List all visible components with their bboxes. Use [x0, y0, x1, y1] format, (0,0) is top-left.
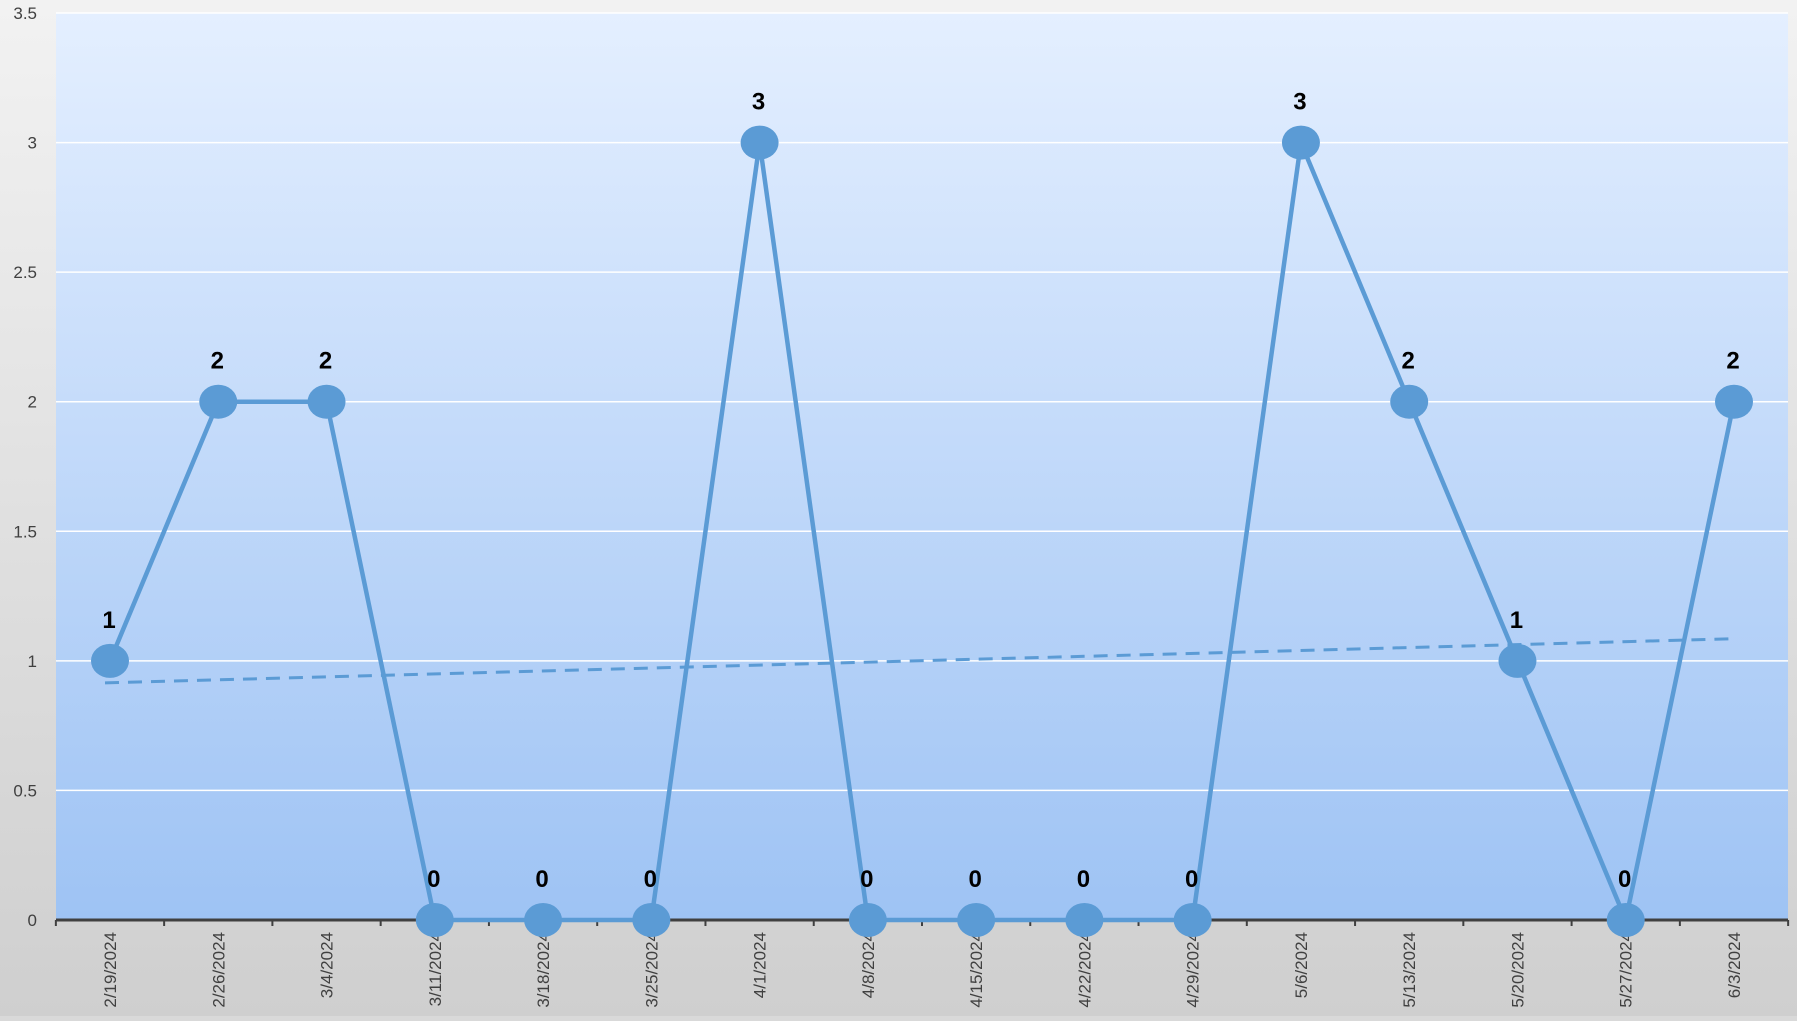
y-tick-label: 2 [28, 393, 37, 412]
trendline-group [104, 637, 1730, 685]
y-tick-label: 1.5 [13, 522, 37, 541]
data-labels-group: 1 2 2 0 0 0 3 0 0 0 0 3 2 1 0 2 [102, 89, 1739, 893]
x-tick-label: 3/4/2024 [318, 932, 337, 998]
data-point [199, 384, 238, 419]
plot-area [56, 13, 1788, 920]
data-label: 0 [968, 866, 981, 893]
data-point [415, 903, 454, 937]
data-label: 0 [535, 866, 548, 893]
data-label: 3 [752, 89, 765, 116]
data-label: 0 [1618, 866, 1631, 893]
x-tick-label: 4/1/2024 [751, 932, 770, 998]
y-axis-tick-labels: 0 0.5 1 1.5 2 2.5 3 3.5 [13, 4, 37, 930]
data-point [1606, 903, 1645, 937]
x-tick-label: 4/15/2024 [967, 932, 986, 1008]
x-tick-label: 5/20/2024 [1508, 932, 1527, 1008]
x-tick-label: 5/27/2024 [1617, 932, 1636, 1008]
data-point [1281, 125, 1320, 160]
x-tick-label: 4/8/2024 [859, 932, 878, 998]
data-point [632, 903, 671, 937]
data-label: 2 [1402, 348, 1415, 375]
x-tick-label: 2/26/2024 [209, 932, 228, 1008]
data-point [1173, 903, 1212, 937]
y-tick-label: 3.5 [13, 4, 37, 23]
y-tick-label: 3 [28, 134, 37, 153]
data-label: 2 [319, 348, 332, 375]
data-label: 1 [102, 607, 115, 634]
y-tick-label: 2.5 [13, 263, 37, 282]
series-group [91, 125, 1753, 937]
data-label: 2 [211, 348, 224, 375]
data-point [1715, 384, 1753, 419]
x-tick-label: 5/6/2024 [1292, 932, 1311, 998]
data-label: 0 [860, 866, 873, 893]
data-point [740, 125, 779, 160]
x-tick-label: 3/18/2024 [534, 932, 553, 1008]
x-tick-label: 4/22/2024 [1075, 932, 1094, 1008]
data-point [1498, 643, 1537, 678]
data-point [848, 903, 887, 937]
data-label: 0 [1185, 866, 1198, 893]
data-label: 2 [1726, 348, 1739, 375]
data-point [1065, 903, 1104, 937]
series-line [107, 140, 1737, 923]
data-point [1390, 384, 1429, 419]
data-label: 1 [1510, 607, 1523, 634]
x-tick-label: 4/29/2024 [1184, 932, 1203, 1008]
data-label: 0 [427, 866, 440, 893]
data-label: 3 [1293, 89, 1306, 116]
data-point [957, 903, 996, 937]
data-point [91, 643, 129, 678]
y-tick-label: 0.5 [13, 781, 37, 800]
data-label: 0 [1077, 866, 1090, 893]
x-tick-label: 5/13/2024 [1400, 932, 1419, 1008]
data-point [524, 903, 563, 937]
y-tick-label: 1 [28, 652, 37, 671]
x-tick-label: 3/25/2024 [642, 932, 661, 1008]
x-tick-label: 3/11/2024 [426, 932, 445, 1006]
y-tick-label: 0 [28, 911, 37, 930]
x-tick-label: 6/3/2024 [1725, 932, 1744, 998]
x-tick-label: 2/19/2024 [101, 932, 120, 1008]
data-point [307, 384, 346, 419]
data-label: 0 [644, 866, 657, 893]
trendline [104, 637, 1730, 685]
x-axis-tick-labels: 2/19/2024 2/26/2024 3/4/2024 3/11/2024 3/18/… [101, 932, 1744, 1008]
